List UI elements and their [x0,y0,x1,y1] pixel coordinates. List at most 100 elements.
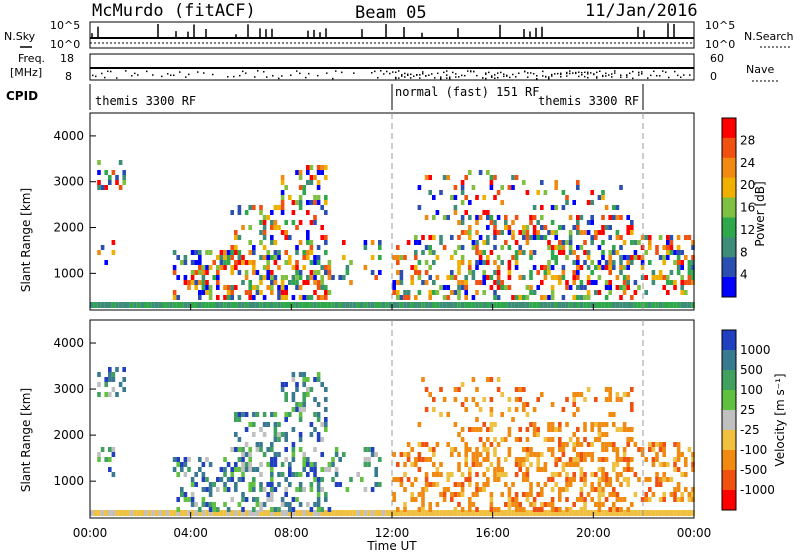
velocity-cell [320,507,324,512]
velocity-cell [406,477,411,482]
power-cell [108,180,112,185]
velocity-cell [291,472,296,477]
power-cell [223,255,227,260]
power-cell [118,160,123,165]
velocity-cell [273,422,278,427]
power-cell [608,265,612,270]
velocity-colorbar-tick: 100 [740,383,763,397]
power-cell [270,270,274,275]
velocity-cell [291,377,296,382]
power-cell [525,240,530,245]
power-cell [259,205,263,210]
power-cell [457,290,461,295]
nave-mark [641,71,643,73]
velocity-cell [421,497,425,502]
velocity-cell [298,487,303,492]
velocity-cell [367,510,371,516]
velocity-cell [442,510,447,516]
velocity-cell [565,442,569,447]
velocity-cell [561,462,566,467]
power-cell [237,270,242,275]
velocity-cell [284,457,288,462]
nave-mark [407,73,409,76]
power-cell [205,302,209,308]
velocity-cell [302,392,306,397]
power-cell [586,290,591,295]
nave-mark [575,72,577,74]
velocity-cell [216,487,220,492]
velocity-cell [619,510,623,516]
nave-mark [254,76,256,78]
power-cell [518,295,522,300]
velocity-cell [615,510,620,516]
power-cell [493,260,497,265]
power-cell [633,302,638,308]
nave-mark [572,72,574,74]
nave-mark [317,74,319,77]
velocity-cell [475,427,479,432]
nave-mark [161,75,163,78]
power-cell [489,175,494,180]
velocity-cell [633,442,638,447]
velocity-cell [691,487,695,492]
velocity-cell [201,487,206,492]
power-cell [464,195,468,200]
power-cell [273,255,278,260]
velocity-cell [324,427,328,432]
velocity-cell [147,510,152,516]
velocity-cell [590,422,594,427]
nsky-label: N.Sky [4,30,36,43]
nave-mark [404,72,406,75]
power-cell [129,302,134,308]
nave-mark [179,71,181,73]
velocity-cell [284,412,288,417]
velocity-cell [453,510,458,516]
power-cell [432,235,436,240]
nave-mark [587,71,589,74]
power-cell [579,245,584,250]
velocity-cell [522,472,526,477]
power-cell [298,170,303,175]
power-cell [529,275,533,280]
power-cell [662,255,666,260]
power-cell [176,302,180,308]
power-cell [496,280,501,285]
power-cell [622,255,627,260]
velocity-cell [230,472,234,477]
velocity-cell [522,402,526,407]
power-cell [428,235,432,240]
power-cell [666,255,670,260]
velocity-cell [468,467,472,472]
velocity-cell [590,487,594,492]
nave-mark [146,70,148,73]
velocity-cell [284,382,288,387]
power-cell [676,250,681,255]
power-cell [522,275,526,280]
power-cell [320,302,324,308]
velocity-cell [417,510,422,516]
velocity-cell [604,477,609,482]
power-cell [615,302,620,308]
power-cell [532,235,537,240]
velocity-cell [144,510,148,516]
velocity-cell [349,477,353,482]
power-cell [619,285,623,290]
velocity-cell [460,472,465,477]
power-cell [169,302,173,308]
velocity-cell [320,487,324,492]
velocity-cell [280,510,285,516]
velocity-cell [687,447,692,452]
velocity-cell [392,492,396,497]
velocity-cell [439,510,443,516]
velocity-cell [421,507,425,512]
power-cell [529,302,533,308]
power-cell [198,250,202,255]
velocity-cell [464,447,468,452]
power-cell [478,255,483,260]
velocity-cell [550,437,555,442]
velocity-cell [651,447,656,452]
velocity-cell [424,487,429,492]
power-cell [666,275,670,280]
velocity-cell [572,462,576,467]
